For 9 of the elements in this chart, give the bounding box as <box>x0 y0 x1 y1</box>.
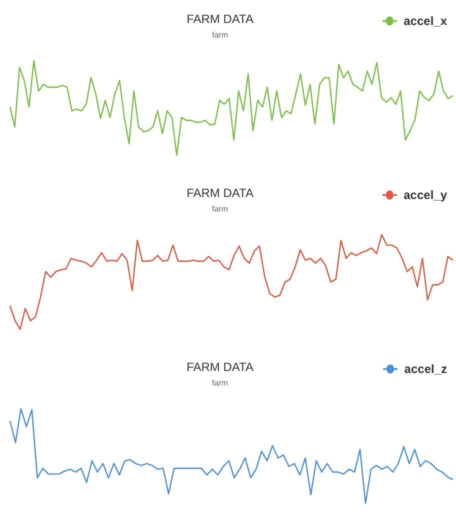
chart-subtitle: farm <box>212 204 228 214</box>
legend-label: accel_x <box>404 14 448 28</box>
chart-title: FARM DATA <box>186 360 254 374</box>
chart-subtitle: farm <box>212 378 228 388</box>
chart-title: FARM DATA <box>186 12 254 26</box>
chart-subtitle: farm <box>212 30 228 40</box>
legend-label: accel_y <box>404 188 448 202</box>
legend-label: accel_z <box>404 362 447 376</box>
chart-title: FARM DATA <box>186 186 254 200</box>
